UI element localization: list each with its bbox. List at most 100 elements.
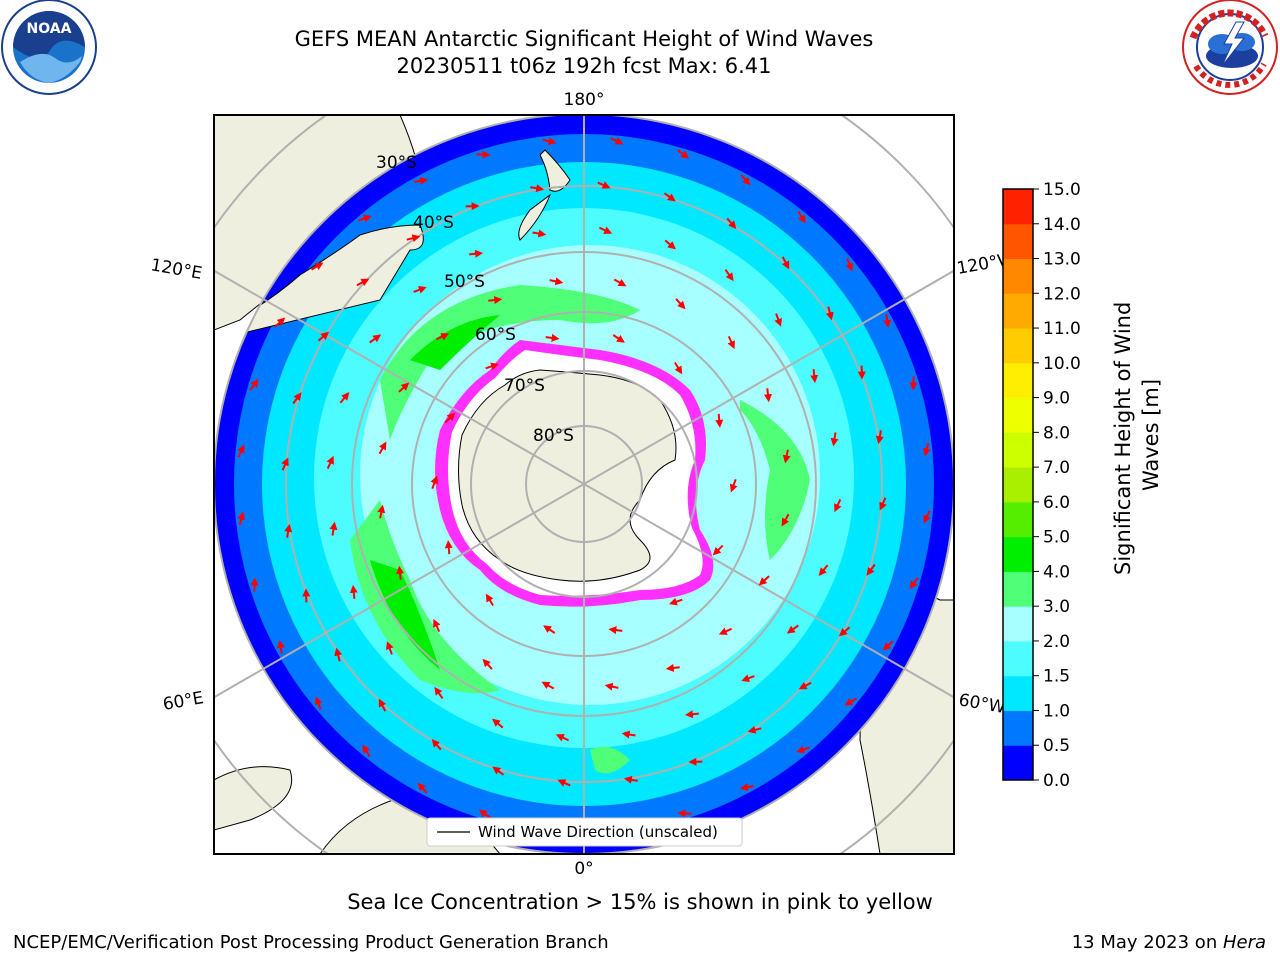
wave-arrow: [798, 681, 812, 690]
wave-arrow: [875, 430, 884, 445]
wave-arrow: [774, 313, 782, 327]
colorbar-tick-label: 7.0: [1043, 458, 1070, 478]
wave-arrow: [356, 278, 370, 287]
colorbar-segment: [1003, 536, 1033, 572]
wave-arrow: [545, 333, 560, 342]
wave-arrow: [909, 376, 918, 391]
wave-arrow: [492, 718, 504, 729]
colorbar-tick-label: 0.0: [1043, 771, 1070, 791]
wave-arrow: [362, 744, 371, 758]
wave-arrow: [712, 544, 724, 556]
wave-arrow: [284, 523, 293, 538]
colorbar-segment: [1003, 432, 1033, 468]
wave-arrow: [482, 658, 493, 670]
new-zealand-land: [539, 149, 571, 192]
wave-arrow: [542, 137, 557, 146]
footer-date: 13 May 2023 on Hera: [1072, 932, 1266, 953]
wave-arrow: [608, 626, 623, 635]
wave-arrow: [838, 626, 851, 637]
wave-arrow: [314, 696, 323, 710]
colorbar-segment: [1003, 258, 1033, 294]
wave-arrow: [834, 498, 842, 513]
wave-arrow: [674, 361, 683, 375]
wave-arrow: [677, 809, 692, 818]
wave-arrow: [431, 738, 442, 751]
colorbar-tick-label: 0.5: [1043, 736, 1070, 756]
legend-label: Wind Wave Direction (unscaled): [478, 823, 718, 841]
colorbar-segment: [1003, 293, 1033, 329]
colorbar-segment: [1003, 328, 1033, 364]
noaa-logo: NOAA: [1, 0, 97, 95]
wave-arrow: [882, 640, 894, 651]
polar-map: NOAA: [1, 0, 1278, 879]
graticule: [214, 115, 954, 854]
wave-arrow: [398, 382, 410, 393]
colorbar-label: Significant Height of Wind Waves [m]: [1111, 295, 1163, 575]
colorbar-segment: [1003, 571, 1033, 607]
footer-credit: NCEP/EMC/Verification Post Processing Pr…: [13, 932, 609, 953]
wave-arrow: [326, 455, 334, 470]
colorbar-tick-label: 11.0: [1043, 319, 1081, 339]
lon-label-0: 0°: [574, 859, 593, 879]
wave-arrow: [677, 149, 690, 159]
wave-arrow: [476, 150, 491, 159]
wave-arrow: [249, 378, 259, 391]
wave-arrow: [675, 298, 686, 310]
wave-arrow: [810, 369, 819, 384]
wave-arrow: [727, 335, 735, 350]
wave-arrow: [741, 674, 755, 682]
wave-direction-arrows: [237, 137, 931, 831]
wave-arrow: [488, 296, 503, 305]
noaa-logo-text: NOAA: [27, 21, 72, 37]
wave-arrow: [758, 575, 770, 586]
wave-arrow: [406, 234, 421, 243]
wave-arrow: [413, 286, 427, 294]
wave-arrow: [329, 521, 338, 536]
wave-arrow: [663, 192, 676, 202]
colorbar-tick-label: 10.0: [1043, 354, 1081, 374]
wave-arrow: [623, 775, 638, 784]
wave-arrow: [434, 686, 444, 699]
wave-arrow: [414, 176, 429, 185]
chart-subtitle: 20230511 t06z 192h fcst Max: 6.41: [396, 54, 772, 78]
colorbar-segment: [1003, 467, 1033, 503]
lat-label-70s: 70°S: [504, 376, 545, 396]
lat-label-40s: 40°S: [413, 213, 454, 233]
wave-arrow: [825, 306, 834, 321]
wave-arrow: [844, 697, 858, 706]
wave-arrow: [377, 504, 386, 519]
colorbar-segment: [1003, 675, 1033, 711]
wave-arrow: [845, 258, 854, 272]
wave-arrow: [781, 513, 790, 527]
colorbar-tick-label: 5.0: [1043, 528, 1070, 548]
wave-arrow: [796, 745, 810, 754]
wave-arrow: [369, 334, 382, 344]
wave-arrow: [684, 710, 699, 719]
wave-arrow: [818, 564, 829, 576]
sea-ice-note: Sea Ice Concentration > 15% is shown in …: [347, 890, 933, 914]
wave-arrow: [349, 584, 358, 599]
wave-arrow: [612, 334, 625, 343]
wave-arrow: [739, 783, 754, 792]
wave-arrow: [378, 698, 387, 712]
wave-arrow: [613, 278, 627, 287]
colorbar-segment: [1003, 362, 1033, 399]
wave-arrow: [339, 392, 350, 404]
colorbar-tick-label: 13.0: [1043, 250, 1081, 270]
lat-label-50s: 50°S: [444, 272, 485, 292]
colorbar: 0.0 0.5 1.0 1.5 2.0 3.0 4.0 5.0 6.0 7.0 8.0 9.0 10.0…: [1002, 180, 1081, 791]
wave-arrow: [478, 809, 491, 819]
wave-arrow: [923, 510, 931, 524]
wave-arrow: [557, 779, 571, 787]
wave-arrow: [740, 174, 751, 186]
wave-arrow: [292, 392, 302, 405]
wave-arrow: [543, 625, 556, 634]
wave-arrow: [597, 181, 611, 189]
wave-arrow: [358, 214, 372, 223]
colorbar-segment: [1003, 745, 1033, 781]
colorbar-tick-label: 6.0: [1043, 493, 1070, 513]
colorbar-tick-label: 1.5: [1043, 667, 1070, 687]
svg-text:Significant Height of Wind: Significant Height of Wind Waves [m]: [1111, 295, 1163, 575]
wave-arrow: [922, 442, 931, 457]
wave-arrow: [276, 639, 285, 654]
